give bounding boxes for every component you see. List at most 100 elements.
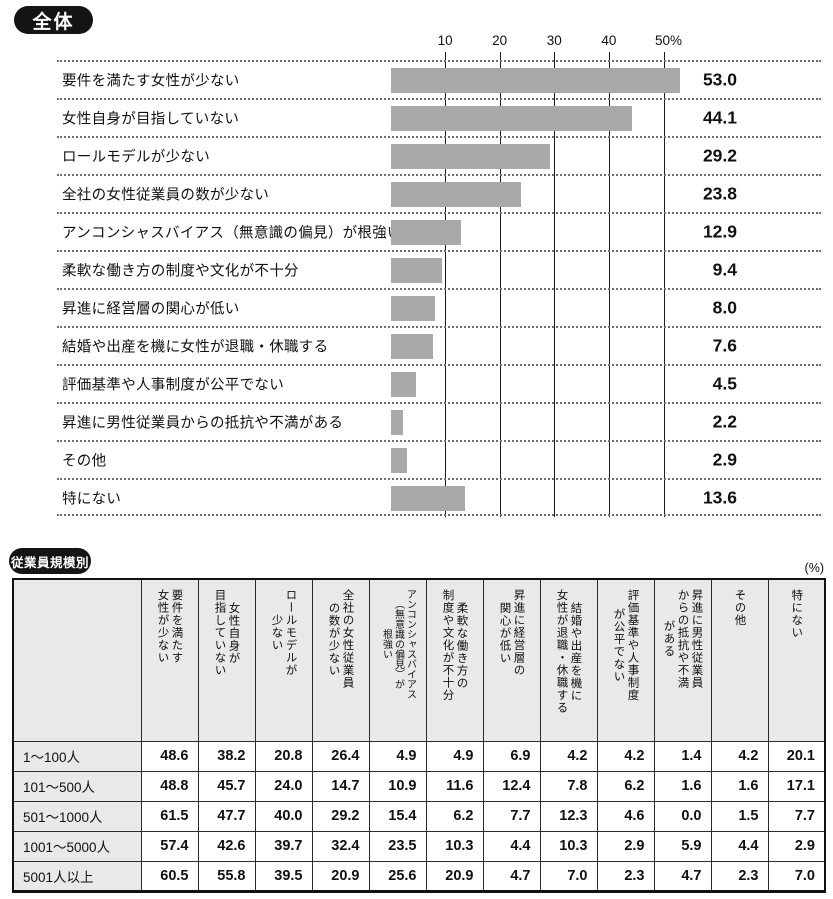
percent-unit-note: (%) xyxy=(804,561,824,575)
cell-value: 2.3 xyxy=(710,860,769,892)
row-label: 1001〜5000人 xyxy=(12,830,142,862)
cell-value: 6.2 xyxy=(425,800,484,832)
cell-value: 24.0 xyxy=(254,770,313,802)
chart-row: 柔軟な働き方の制度や文化が不十分 9.4 xyxy=(57,250,821,288)
gridline xyxy=(445,52,447,517)
category-label: 評価基準や人事制度が公平でない xyxy=(62,377,284,394)
category-label: 柔軟な働き方の制度や文化が不十分 xyxy=(62,263,299,280)
chart-row: その他 2.9 xyxy=(57,440,821,478)
cell-value: 39.5 xyxy=(254,860,313,892)
cell-value: 12.4 xyxy=(482,770,541,802)
x-tick-label: 10 xyxy=(437,33,453,48)
bar xyxy=(391,220,462,245)
cell-value: 10.3 xyxy=(425,830,484,862)
cell-value: 6.9 xyxy=(482,740,541,772)
cell-value: 23.5 xyxy=(368,830,427,862)
cell-value: 4.4 xyxy=(482,830,541,862)
chart-row: ロールモデルが少ない 29.2 xyxy=(57,136,821,174)
bar-value: 12.9 xyxy=(702,221,737,242)
bar-value: 4.5 xyxy=(712,373,737,394)
bar xyxy=(391,68,681,93)
cell-value: 4.9 xyxy=(368,740,427,772)
cell-value: 5.9 xyxy=(653,830,712,862)
cell-value: 57.4 xyxy=(140,830,199,862)
row-label: 101〜500人 xyxy=(12,770,142,802)
x-tick-label: 50% xyxy=(654,33,683,48)
bar-value: 8.0 xyxy=(712,297,737,318)
cell-value: 60.5 xyxy=(140,860,199,892)
cell-value: 2.9 xyxy=(596,830,655,862)
cell-value: 32.4 xyxy=(311,830,370,862)
bar xyxy=(391,258,443,283)
cell-value: 42.6 xyxy=(197,830,256,862)
cell-value: 38.2 xyxy=(197,740,256,772)
cell-value: 2.9 xyxy=(767,830,826,862)
cell-value: 20.9 xyxy=(311,860,370,892)
cell-value: 1.6 xyxy=(653,770,712,802)
x-tick-label: 40 xyxy=(601,33,617,48)
cell-value: 7.7 xyxy=(482,800,541,832)
bar xyxy=(391,486,466,511)
row-label: 501〜1000人 xyxy=(12,800,142,832)
cell-value: 48.6 xyxy=(140,740,199,772)
cell-value: 4.7 xyxy=(653,860,712,892)
bar-value: 44.1 xyxy=(702,107,737,128)
cell-value: 39.7 xyxy=(254,830,313,862)
chart-row: 評価基準や人事制度が公平でない 4.5 xyxy=(57,364,821,402)
category-label: 特にない xyxy=(62,491,122,508)
bar xyxy=(391,334,433,359)
bar xyxy=(391,448,407,473)
table-row: 1001〜5000人 57.4 42.6 39.7 32.4 23.5 10.3… xyxy=(12,830,826,862)
bar xyxy=(391,106,632,131)
cell-value: 7.0 xyxy=(767,860,826,892)
column-header: 要件を満たす 女性が少ない xyxy=(140,578,199,742)
cell-value: 45.7 xyxy=(197,770,256,802)
category-label: 要件を満たす女性が少ない xyxy=(62,73,240,90)
cell-value: 55.8 xyxy=(197,860,256,892)
cell-value: 48.8 xyxy=(140,770,199,802)
column-header: 柔軟な働き方の 制度や文化が不十分 xyxy=(425,578,484,742)
cell-value: 4.9 xyxy=(425,740,484,772)
column-header: アンコンシャスバイアス （無意識の偏見）が 根強い xyxy=(368,578,427,742)
overall-bar-chart: 全体 10 20 30 40 50% 要件を満たす女性が少ない 53.0 女性自… xyxy=(14,6,821,517)
chart-rows: 要件を満たす女性が少ない 53.0 女性自身が目指していない 44.1 ロールモ… xyxy=(57,60,821,516)
cell-value: 20.1 xyxy=(767,740,826,772)
category-label: 女性自身が目指していない xyxy=(62,111,240,128)
category-label: 結婚や出産を機に女性が退職・休職する xyxy=(62,339,329,356)
category-label: 昇進に男性従業員からの抵抗や不満がある xyxy=(62,415,344,432)
column-header: その他 xyxy=(710,578,769,742)
bar-value: 7.6 xyxy=(712,335,737,356)
cell-value: 26.4 xyxy=(311,740,370,772)
cell-value: 4.2 xyxy=(710,740,769,772)
gridline xyxy=(608,52,610,517)
cell-value: 40.0 xyxy=(254,800,313,832)
cell-value: 4.4 xyxy=(710,830,769,862)
chart-row: 昇進に経営層の関心が低い 8.0 xyxy=(57,288,821,326)
bar xyxy=(391,182,521,207)
cell-value: 15.4 xyxy=(368,800,427,832)
cell-value: 4.2 xyxy=(596,740,655,772)
table-row: 501〜1000人 61.5 47.7 40.0 29.2 15.4 6.2 7… xyxy=(12,800,826,832)
bar xyxy=(391,296,435,321)
category-label: その他 xyxy=(62,453,107,470)
cell-value: 61.5 xyxy=(140,800,199,832)
cell-value: 4.6 xyxy=(596,800,655,832)
chart-row: アンコンシャスバイアス（無意識の偏見）が根強い 12.9 xyxy=(57,212,821,250)
cell-value: 17.1 xyxy=(767,770,826,802)
cell-value: 47.7 xyxy=(197,800,256,832)
cell-value: 10.3 xyxy=(539,830,598,862)
column-header: 全社の女性従業員 の数が少ない xyxy=(311,578,370,742)
chart-row: 女性自身が目指していない 44.1 xyxy=(57,98,821,136)
column-header: 昇進に経営層の 関心が低い xyxy=(482,578,541,742)
bar-value: 29.2 xyxy=(702,145,737,166)
bar xyxy=(391,144,551,169)
category-label: アンコンシャスバイアス（無意識の偏見）が根強い xyxy=(62,225,402,242)
column-header: 評価基準や人事制度 が公平でない xyxy=(596,578,655,742)
category-label: ロールモデルが少ない xyxy=(62,149,210,166)
cell-value: 7.8 xyxy=(539,770,598,802)
category-label: 昇進に経営層の関心が低い xyxy=(62,301,240,318)
cell-value: 10.9 xyxy=(368,770,427,802)
column-header: 特にない xyxy=(767,578,826,742)
chart-row: 昇進に男性従業員からの抵抗や不満がある 2.2 xyxy=(57,402,821,440)
